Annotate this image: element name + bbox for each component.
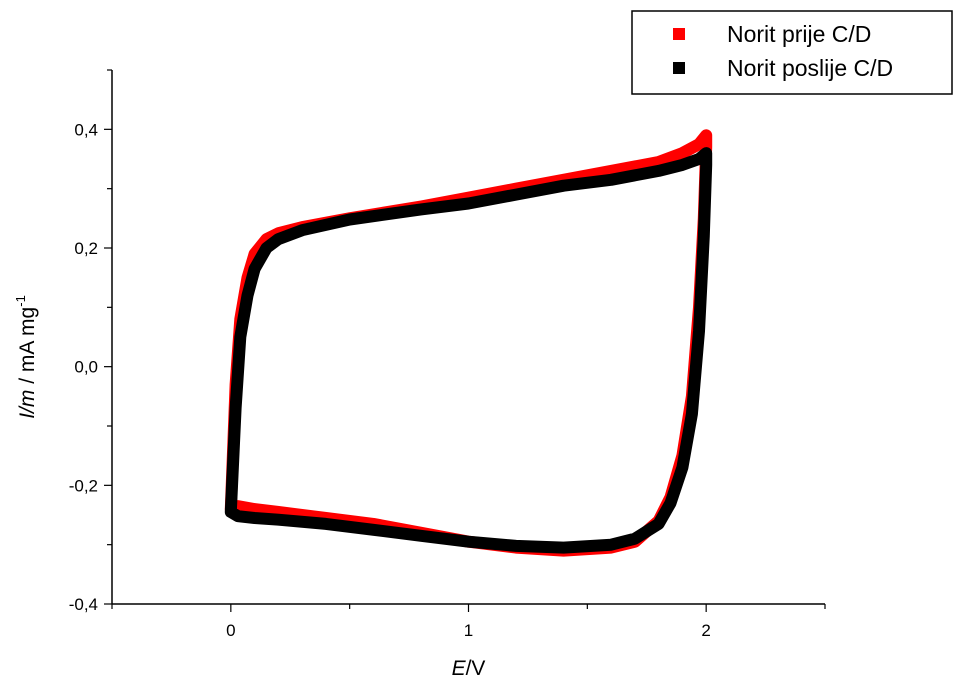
axes: 0 1 2 -0,4 -0,2 0,0 0,2 0,4 (69, 69, 826, 640)
series-line-1 (224, 147, 713, 554)
x-axis-title-italic: E (452, 657, 467, 680)
x-axis-ticks: 0 1 2 (111, 604, 826, 640)
y-tick-label: -0,2 (69, 476, 98, 495)
y-axis-title-unit: / mA mg (16, 307, 39, 390)
legend-label-1: Norit poslije C/D (727, 55, 893, 81)
y-axis-title-italic: I/m (16, 390, 39, 419)
y-axis-title: I/m / mA mg-1 (13, 295, 39, 419)
y-axis-title-superscript: -1 (13, 295, 28, 307)
y-tick-label: -0,4 (69, 595, 98, 614)
x-axis-title-unit: /V (466, 657, 486, 680)
x-tick-label: 0 (226, 621, 235, 640)
y-tick-label: 0,4 (74, 120, 98, 139)
legend-swatch-black (673, 62, 685, 74)
legend-label-0: Norit prije C/D (727, 21, 871, 47)
series-lines (224, 129, 713, 557)
x-tick-label: 1 (464, 621, 473, 640)
legend: Norit prije C/D Norit poslije C/D (631, 10, 953, 95)
legend-box (631, 10, 953, 95)
y-tick-label: 0,0 (74, 358, 98, 377)
y-tick-label: 0,2 (74, 239, 98, 258)
x-tick-label: 2 (701, 621, 710, 640)
x-axis-title: E/V (452, 657, 486, 680)
legend-swatch-red (673, 28, 685, 40)
y-axis-ticks: -0,4 -0,2 0,0 0,2 0,4 (69, 69, 112, 614)
